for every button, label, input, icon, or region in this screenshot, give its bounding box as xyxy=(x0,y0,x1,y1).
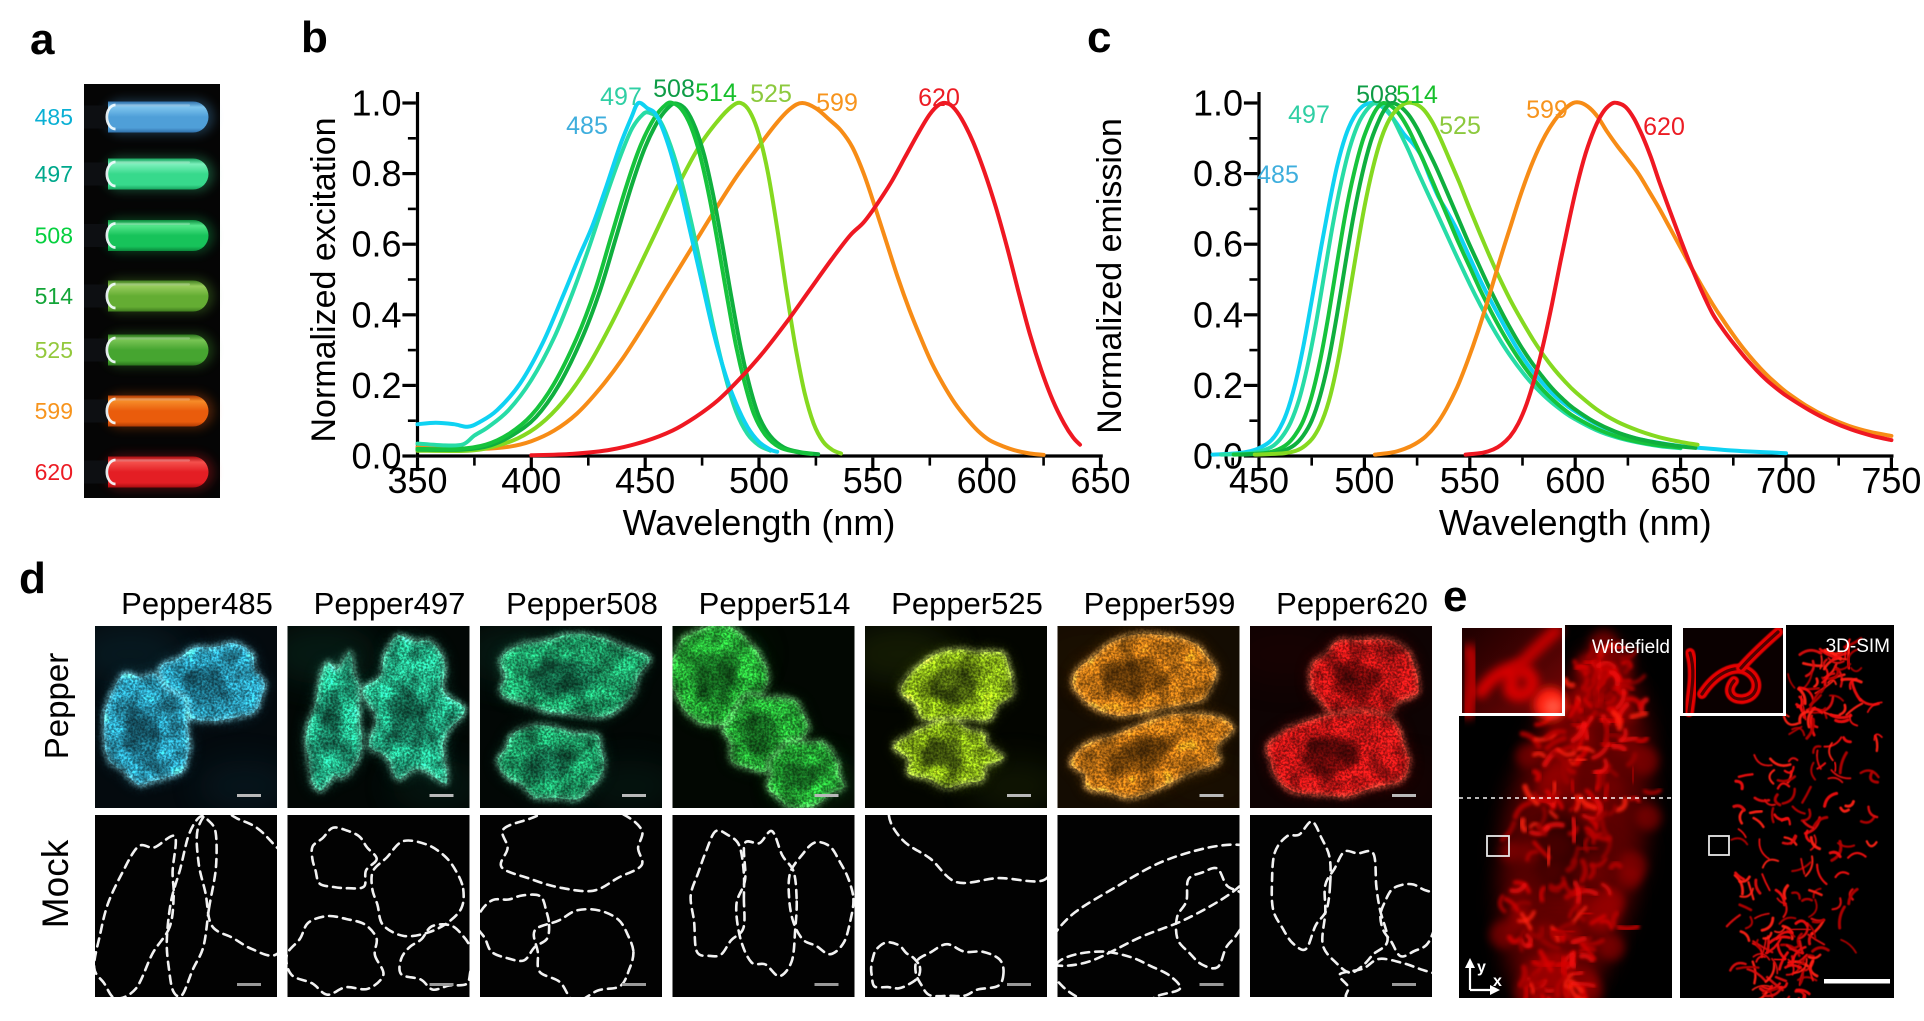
svg-text:508: 508 xyxy=(35,223,73,249)
svg-text:508: 508 xyxy=(1356,81,1398,109)
svg-text:450: 450 xyxy=(615,460,675,501)
svg-text:497: 497 xyxy=(1288,101,1330,129)
svg-text:620: 620 xyxy=(1643,113,1685,141)
svg-text:500: 500 xyxy=(1334,460,1394,501)
svg-text:485: 485 xyxy=(566,112,608,140)
svg-text:599: 599 xyxy=(816,89,858,117)
svg-text:Normalized excitation: Normalized excitation xyxy=(305,117,343,442)
svg-text:3D-SIM: 3D-SIM xyxy=(1826,636,1890,657)
svg-text:a: a xyxy=(30,15,55,64)
svg-text:599: 599 xyxy=(35,398,73,424)
svg-text:x: x xyxy=(1493,973,1502,990)
svg-text:450: 450 xyxy=(1229,460,1289,501)
svg-text:508: 508 xyxy=(653,75,695,103)
svg-text:Pepper497: Pepper497 xyxy=(314,586,466,621)
svg-text:Pepper514: Pepper514 xyxy=(699,586,851,621)
svg-text:Mock: Mock xyxy=(35,839,76,928)
svg-text:Wavelength (nm): Wavelength (nm) xyxy=(623,502,896,543)
svg-text:550: 550 xyxy=(1440,460,1500,501)
svg-text:Pepper508: Pepper508 xyxy=(506,586,658,621)
svg-text:700: 700 xyxy=(1756,460,1816,501)
svg-text:600: 600 xyxy=(957,460,1017,501)
svg-text:Pepper: Pepper xyxy=(38,653,75,759)
svg-text:600: 600 xyxy=(1545,460,1605,501)
svg-text:650: 650 xyxy=(1651,460,1711,501)
svg-text:525: 525 xyxy=(750,80,792,108)
svg-text:500: 500 xyxy=(729,460,789,501)
svg-text:620: 620 xyxy=(35,459,73,485)
svg-text:599: 599 xyxy=(1526,96,1568,124)
svg-text:Pepper599: Pepper599 xyxy=(1084,586,1236,621)
svg-text:0.4: 0.4 xyxy=(1193,294,1243,335)
svg-text:497: 497 xyxy=(35,161,73,187)
svg-text:0.0: 0.0 xyxy=(351,436,401,477)
svg-text:Pepper525: Pepper525 xyxy=(891,586,1043,621)
svg-text:Wavelength (nm): Wavelength (nm) xyxy=(1439,502,1712,543)
svg-text:0.6: 0.6 xyxy=(351,224,401,265)
svg-text:d: d xyxy=(19,554,46,603)
svg-text:350: 350 xyxy=(387,460,447,501)
svg-text:Pepper620: Pepper620 xyxy=(1276,586,1428,621)
svg-text:e: e xyxy=(1443,572,1467,621)
svg-text:Widefield: Widefield xyxy=(1592,637,1670,658)
svg-text:Pepper485: Pepper485 xyxy=(121,586,273,621)
svg-text:0.2: 0.2 xyxy=(1193,365,1243,406)
svg-text:0.6: 0.6 xyxy=(1193,224,1243,265)
svg-text:c: c xyxy=(1087,13,1111,62)
svg-text:497: 497 xyxy=(600,83,642,111)
svg-text:650: 650 xyxy=(1070,460,1130,501)
svg-text:0.8: 0.8 xyxy=(1193,153,1243,194)
svg-text:514: 514 xyxy=(35,283,74,309)
svg-text:1.0: 1.0 xyxy=(351,83,401,124)
svg-text:400: 400 xyxy=(501,460,561,501)
svg-text:0.4: 0.4 xyxy=(351,294,401,335)
svg-text:525: 525 xyxy=(1439,112,1481,140)
svg-text:750: 750 xyxy=(1861,460,1921,501)
svg-text:514: 514 xyxy=(1396,81,1438,109)
svg-text:620: 620 xyxy=(918,84,960,112)
svg-text:485: 485 xyxy=(1257,161,1299,189)
svg-text:1.0: 1.0 xyxy=(1193,83,1243,124)
svg-text:y: y xyxy=(1477,959,1486,976)
svg-text:514: 514 xyxy=(695,79,737,107)
svg-text:0.8: 0.8 xyxy=(351,153,401,194)
svg-text:485: 485 xyxy=(35,104,73,130)
svg-text:b: b xyxy=(301,13,328,62)
svg-text:550: 550 xyxy=(843,460,903,501)
svg-text:Normalized emission: Normalized emission xyxy=(1091,118,1129,434)
svg-text:525: 525 xyxy=(35,337,73,363)
svg-text:0.2: 0.2 xyxy=(351,365,401,406)
